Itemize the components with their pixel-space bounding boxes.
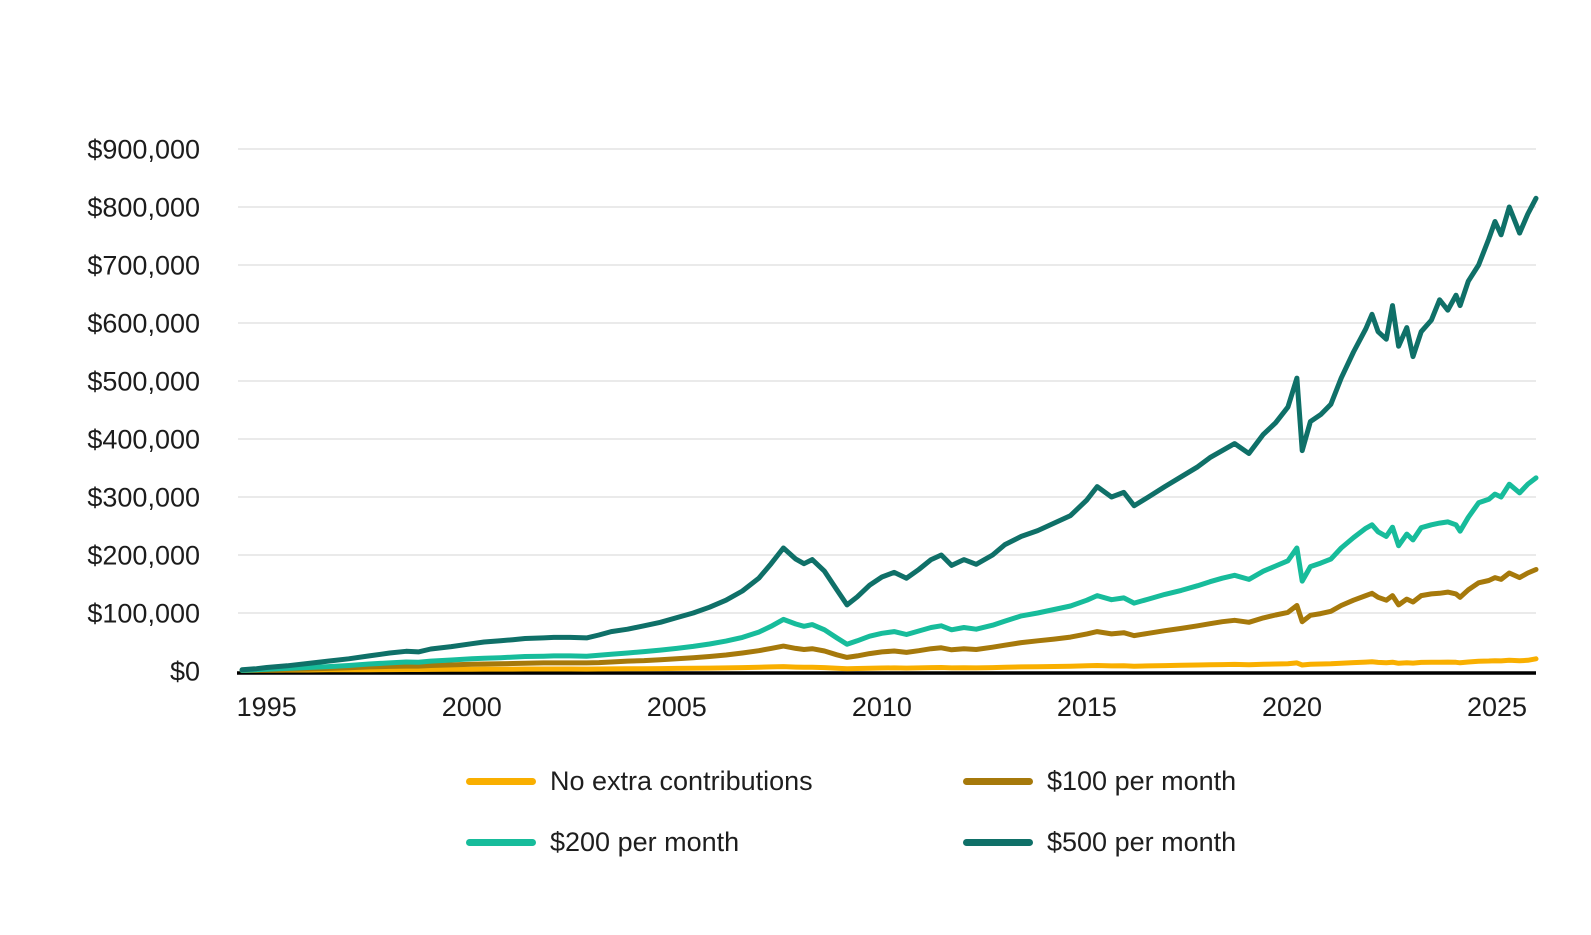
- x-axis-tick-label: 2025: [1467, 692, 1527, 722]
- y-axis-tick-label: $500,000: [87, 367, 200, 397]
- series-line-no-extra-contributions: [239, 656, 1539, 673]
- series-line-200-per-month: [239, 475, 1539, 673]
- y-axis-tick-label: $100,000: [87, 599, 200, 629]
- x-axis-tick-label: 2015: [1057, 692, 1117, 722]
- y-axis-tick-label: $0: [170, 657, 200, 687]
- y-axis-tick-label: $400,000: [87, 425, 200, 455]
- x-axis-tick-label: 2005: [647, 692, 707, 722]
- series-line-500-per-month: [239, 195, 1539, 673]
- y-axis-tick-label: $900,000: [87, 135, 200, 165]
- y-axis-tick-label: $600,000: [87, 309, 200, 339]
- x-axis-tick-label: 2000: [442, 692, 502, 722]
- y-axis-tick-label: $300,000: [87, 483, 200, 513]
- y-axis-tick-label: $700,000: [87, 251, 200, 281]
- series-line-100-per-month: [239, 567, 1539, 673]
- x-axis-tick-label: 1995: [237, 692, 297, 722]
- x-axis-tick-label: 2020: [1262, 692, 1322, 722]
- y-axis-tick-label: $200,000: [87, 541, 200, 571]
- x-axis-tick-label: 2010: [852, 692, 912, 722]
- y-axis-tick-label: $800,000: [87, 193, 200, 223]
